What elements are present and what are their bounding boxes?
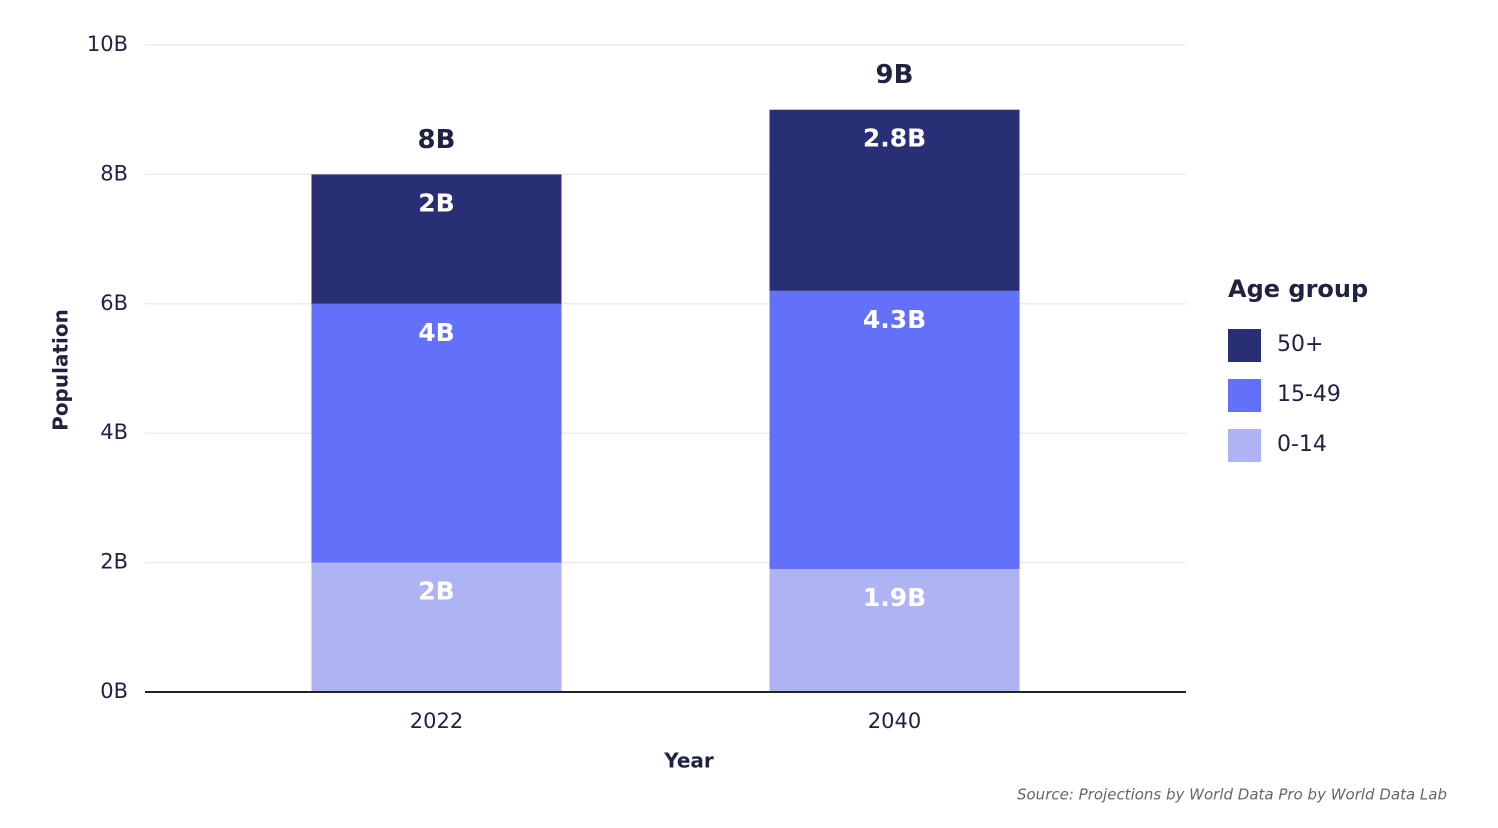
data-label: 2B <box>418 577 454 606</box>
y-tick-label: 2B <box>100 550 128 574</box>
data-label: 2.8B <box>863 124 926 153</box>
y-tick-label: 0B <box>100 679 128 703</box>
total-label: 8B <box>418 125 456 155</box>
bar-segment <box>311 174 562 304</box>
legend-swatch <box>1228 379 1261 412</box>
legend-label: 0-14 <box>1277 432 1327 457</box>
y-tick-label: 8B <box>100 161 128 185</box>
x-axis-title: Year <box>663 749 714 773</box>
total-label: 9B <box>876 60 914 90</box>
y-tick-label: 6B <box>100 291 128 315</box>
legend-swatch <box>1228 429 1261 462</box>
bar-segment <box>311 562 562 692</box>
data-label: 4B <box>418 318 454 347</box>
data-label: 4.3B <box>863 305 926 334</box>
y-axis-title: Population <box>49 309 73 431</box>
x-tick-label: 2040 <box>868 709 921 733</box>
x-tick-label: 2022 <box>410 709 463 733</box>
legend-label: 50+ <box>1277 332 1323 357</box>
bar-segment <box>311 303 562 563</box>
bar-segment <box>769 109 1020 291</box>
legend-label: 15-49 <box>1277 382 1341 407</box>
source-note: Source: Projections by World Data Pro by… <box>1017 786 1447 804</box>
y-tick-label: 4B <box>100 420 128 444</box>
data-label: 2B <box>418 188 454 217</box>
bar-segment <box>769 290 1020 570</box>
data-label: 1.9B <box>863 583 926 612</box>
bar-segment <box>769 569 1020 692</box>
y-tick-label: 10B <box>87 32 128 56</box>
legend-title: Age group <box>1228 275 1368 303</box>
legend-swatch <box>1228 329 1261 362</box>
